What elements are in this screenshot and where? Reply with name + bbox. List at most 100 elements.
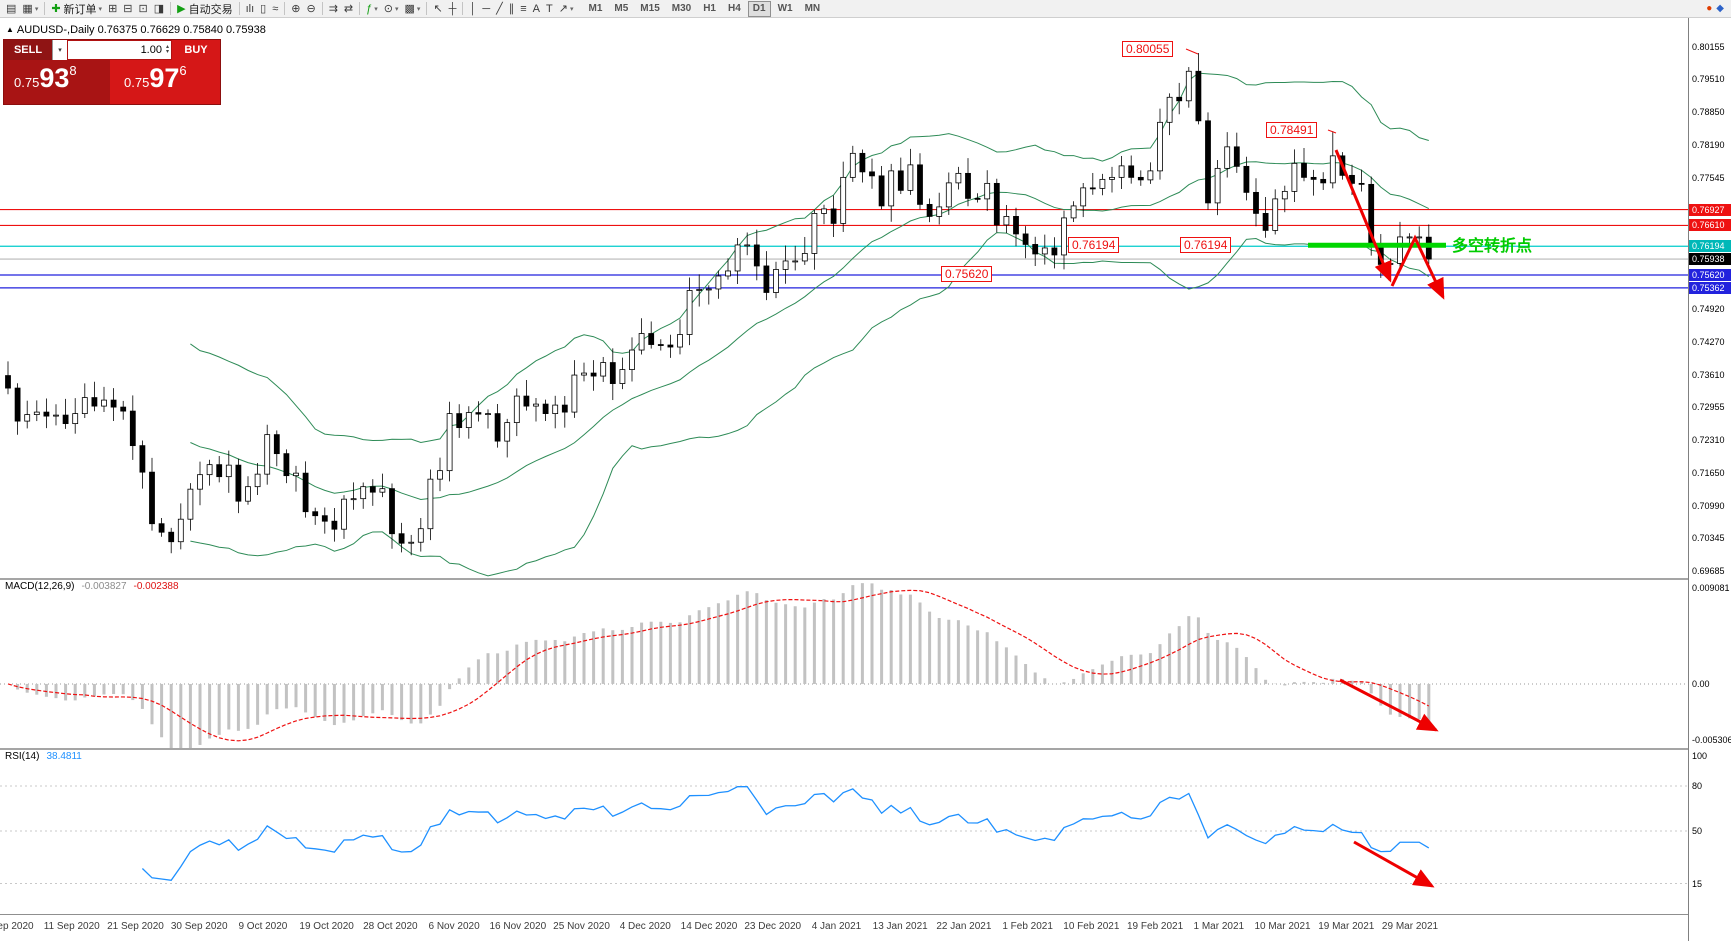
market-watch-icon[interactable]: ⊞ [105,1,120,17]
date-axis-label: 6 Nov 2020 [428,921,480,932]
new-order-dropdown-icon[interactable]: ▾ [98,5,103,13]
date-axis-label: 1 Feb 2021 [1002,921,1053,932]
arrows-tool-icon[interactable]: ↗ ▾ [556,1,577,17]
candle-chart-icon[interactable]: ▯ [257,1,269,17]
price-tag: 0.76610 [1689,219,1731,232]
price-axis-label: 0.78850 [1692,107,1725,118]
terminal-icon[interactable]: ◨ [151,1,167,17]
candlestick-chart-canvas[interactable] [0,18,1688,578]
arrows-tool-dropdown-icon[interactable]: ▾ [569,5,574,13]
volume-down-icon[interactable]: ▾ [165,49,169,55]
date-axis-label: 4 Jan 2021 [811,921,862,932]
panel-separator[interactable] [0,748,1731,750]
timeframe-m1-button[interactable]: M1 [588,2,603,14]
templates-dropdown-icon[interactable]: ▾ [416,5,421,13]
indicators-glyph-icon: ƒ [366,2,373,15]
main-chart-panel: ▲ AUDUSD-,Daily 0.76375 0.76629 0.75840 0… [0,18,1688,578]
profiles-dropdown-icon[interactable]: ▾ [34,5,39,13]
periods-dropdown-icon[interactable]: ▾ [395,5,399,13]
macd-axis-label: -0.005306 [1692,735,1731,745]
timeframe-m5-button[interactable]: M5 [614,2,629,14]
navigator-icon[interactable]: ⊡ [136,1,151,17]
toolbar: ▤ ▦ ▾ ✚ 新订单 ▾ ⊞ ⊟ ⊡ ◨ ▶ 自动交易 ılı ▯ ≈ ⊕ ⊖ ⇉ ⇄ ƒ ▾ ⊙ ▾ ▩ ▾ ↖ ┼ │ ─ ╱ ∥ ≡ A… [0,0,1731,18]
trendline-icon[interactable]: ╱ [493,1,506,17]
alert-icon[interactable]: ● [1706,2,1713,14]
horizontal-line-icon[interactable]: ─ [479,1,493,17]
date-axis-label: 23 Dec 2020 [744,921,802,932]
price-callout[interactable]: 0.78491 [1266,122,1318,138]
profiles-icon[interactable]: ▦ ▾ [19,1,41,17]
sell-price[interactable]: 0.75938 [4,60,110,104]
price-tag: 0.76927 [1689,203,1731,216]
data-window-icon[interactable]: ⊟ [120,1,135,17]
periods-icon[interactable]: ⊙ ▾ [381,1,402,17]
new-order-button[interactable]: ✚ 新订单 ▾ [48,1,105,17]
macd-canvas[interactable] [0,580,1688,753]
buy-button[interactable]: BUY [172,40,220,60]
toolbar-separator [359,2,361,15]
navigator-glyph-icon: ⊡ [138,2,148,15]
text-icon[interactable]: A [530,1,543,17]
volume-spinner[interactable]: ▴ ▾ [165,44,169,55]
auto-scroll-icon[interactable]: ⇉ [326,1,341,17]
order-type-dropdown[interactable]: ▾ [52,40,67,60]
timeframe-group: M1 M5 M15 M30 H1 H4 D1 W1 MN [582,0,826,17]
timeframe-w1-button[interactable]: W1 [777,2,793,14]
new-chart-icon[interactable]: ▤ [3,1,19,17]
panel-separator[interactable] [0,578,1731,580]
macd-name: MACD(12,26,9) [5,581,75,592]
news-icon[interactable]: ◆ [1716,2,1724,14]
cursor-icon[interactable]: ↖ [430,1,445,17]
indicators-dropdown-icon[interactable]: ▾ [374,5,378,13]
timeframe-m15-button[interactable]: M15 [640,2,660,14]
zoom-out-icon[interactable]: ⊖ [303,1,318,17]
date-axis[interactable]: 2 Sep 2020 11 Sep 2020 21 Sep 2020 30 Sep 2… [0,915,1688,941]
panel-separator[interactable] [0,914,1731,915]
text-label-icon[interactable]: T [543,1,556,17]
zoom-in-glyph-icon: ⊕ [291,2,301,15]
price-tag: 0.75620 [1689,268,1731,281]
vertical-line-icon[interactable]: │ [466,1,479,17]
pivot-annotation-text[interactable]: 多空转折点 [1452,238,1533,255]
new-order-label: 新订单 [63,3,97,16]
toolbar-separator [238,2,240,15]
price-callout[interactable]: 0.76194 [1068,237,1120,253]
rsi-axis-label: 50 [1692,826,1703,836]
market-watch-glyph-icon: ⊞ [108,2,118,15]
timeframe-h4-button[interactable]: H4 [728,2,741,14]
horizontal-line-glyph-icon: ─ [482,2,491,15]
price-callout[interactable]: 0.80055 [1122,41,1174,57]
timeframe-d1-button[interactable]: D1 [747,0,771,17]
date-axis-label: 30 Sep 2020 [170,921,228,932]
rsi-canvas[interactable] [0,750,1688,914]
sell-button[interactable]: SELL [4,40,52,60]
toolbar-separator [426,2,428,15]
line-chart-icon[interactable]: ≈ [269,1,281,17]
chart-shift-icon[interactable]: ⇄ [341,1,356,17]
date-axis-label: 29 Mar 2021 [1381,921,1439,932]
timeframe-m30-button[interactable]: M30 [671,2,692,14]
cursor-glyph-icon: ↖ [433,2,443,15]
channel-icon[interactable]: ∥ [506,1,518,17]
timeframe-mn-button[interactable]: MN [804,2,821,14]
price-axis-label: 0.78190 [1692,140,1725,151]
bar-chart-icon[interactable]: ılı [243,1,258,17]
volume-value[interactable]: 1.00 [140,44,162,56]
timeframe-h1-button[interactable]: H1 [703,2,716,14]
toolbar-right-group: ● ◆ [1706,1,1728,17]
buy-price[interactable]: 0.75976 [110,60,220,104]
crosshair-icon[interactable]: ┼ [446,1,460,17]
autotrading-button[interactable]: ▶ 自动交易 [174,1,235,17]
templates-icon[interactable]: ▩ ▾ [402,1,424,17]
toolbar-separator [44,2,46,15]
fibonacci-icon[interactable]: ≡ [517,1,529,17]
profiles-glyph-icon: ▦ [22,2,33,15]
price-callout[interactable]: 0.75620 [941,266,993,282]
volume-stepper[interactable]: 1.00 ▴ ▾ [68,41,171,59]
zoom-in-icon[interactable]: ⊕ [288,1,303,17]
data-window-glyph-icon: ⊟ [123,2,133,15]
volume-up-icon[interactable]: ▴ [165,44,169,50]
price-callout[interactable]: 0.76194 [1180,237,1232,253]
price-axis[interactable]: 0.80155 0.79510 0.78850 0.78190 0.77545 0.749… [1688,18,1731,941]
indicators-icon[interactable]: ƒ ▾ [363,1,381,17]
